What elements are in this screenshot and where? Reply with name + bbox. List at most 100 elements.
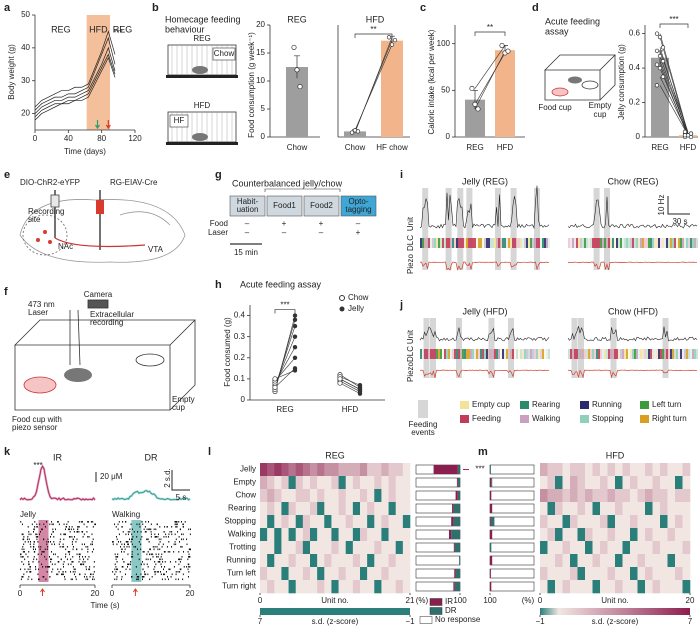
- spike: [121, 526, 123, 528]
- dlc-tick: [680, 349, 682, 359]
- spike: [153, 568, 155, 571]
- spike: [180, 521, 182, 523]
- schematic-label: VTA: [148, 245, 164, 254]
- spike: [58, 571, 60, 573]
- dlc-tick: [634, 238, 636, 248]
- spike: [139, 526, 141, 528]
- heat-cell: [630, 502, 638, 516]
- dlc-tick: [668, 238, 670, 248]
- pair-line: [474, 52, 506, 105]
- schematic-label: NAc: [58, 242, 73, 251]
- spike: [121, 551, 123, 553]
- spike: [74, 571, 76, 573]
- spike: [73, 528, 75, 531]
- heat-cell: [615, 502, 623, 516]
- schematic-label: recording: [90, 318, 123, 327]
- spike: [149, 528, 151, 531]
- heat-cell: [622, 463, 631, 477]
- spike: [30, 571, 32, 573]
- chart-title: HFD: [366, 14, 385, 24]
- spike: [131, 576, 133, 578]
- dlc-tick: [504, 349, 506, 359]
- heat-cell: [570, 489, 578, 503]
- error-bar: [294, 55, 300, 79]
- dlc-tick: [444, 238, 446, 248]
- sig-bracket: [659, 23, 689, 28]
- heat-cell: [660, 489, 668, 503]
- spike: [59, 546, 61, 548]
- spike: [145, 531, 147, 533]
- spike: [125, 568, 127, 571]
- response-trace: [19, 465, 96, 501]
- spike: [91, 543, 93, 546]
- spike: [51, 558, 53, 561]
- dlc-tick: [490, 238, 492, 248]
- spike: [175, 578, 177, 581]
- spike: [161, 553, 163, 556]
- panel-title: assay: [545, 26, 569, 36]
- dlc-tick: [584, 349, 586, 359]
- heat-cell: [622, 528, 631, 542]
- feeding-event: [610, 318, 617, 378]
- dlc-tick: [472, 238, 474, 248]
- bar-frame: [489, 568, 535, 579]
- x-tick-label: 0: [258, 596, 263, 605]
- spike: [76, 531, 78, 533]
- heat-cell: [295, 489, 304, 503]
- dlc-tick: [520, 349, 522, 359]
- spike: [88, 536, 90, 538]
- spike: [71, 536, 73, 538]
- dlc-tick: [636, 349, 638, 359]
- ir-bar: [454, 569, 456, 578]
- heat-cell: [682, 489, 691, 503]
- spike: [34, 548, 36, 551]
- bar-frame: [489, 581, 535, 592]
- weight-line: [34, 36, 116, 111]
- heat-cell: [331, 580, 339, 594]
- heat-cell: [345, 554, 354, 568]
- spike: [87, 521, 89, 523]
- spike: [129, 528, 131, 531]
- heat-cell: [570, 463, 578, 477]
- dlc-tick: [426, 238, 428, 248]
- spike: [175, 571, 177, 573]
- dlc-tick: [598, 349, 600, 359]
- dlc-tick: [518, 238, 520, 248]
- dlc-tick: [430, 349, 432, 359]
- spike: [47, 566, 49, 568]
- x-axis-label: Time (days): [64, 147, 106, 156]
- x-tick-label: 20: [91, 589, 100, 598]
- heat-cell: [310, 502, 318, 516]
- time-marker: [95, 120, 100, 130]
- heat-cell: [288, 528, 297, 542]
- food-box: [169, 114, 189, 128]
- dlc-tick: [620, 238, 622, 248]
- heat-cell: [310, 489, 318, 503]
- colorbar-tick-label: −1: [405, 617, 415, 626]
- panel-letter: e: [4, 169, 10, 181]
- schematic-label: Empty: [172, 395, 195, 404]
- jelly-point: [292, 355, 298, 360]
- dlc-tick: [440, 349, 442, 359]
- dlc-tick: [582, 349, 584, 359]
- spike: [91, 578, 93, 581]
- heat-cell: [682, 502, 691, 516]
- spike: [141, 561, 143, 563]
- legend-marker: [339, 295, 345, 301]
- dlc-tick: [460, 349, 462, 359]
- heat-cell: [570, 528, 578, 542]
- spike: [158, 561, 160, 563]
- dlc-tick: [628, 238, 630, 248]
- scale-label: 2 s.d.: [163, 468, 172, 488]
- dlc-tick: [618, 238, 620, 248]
- dlc-tick: [648, 349, 650, 359]
- spike: [71, 541, 73, 543]
- dlc-tick: [542, 349, 544, 359]
- spike: [138, 523, 140, 526]
- spike: [53, 536, 55, 538]
- heat-cell: [267, 463, 275, 477]
- mouse: [192, 133, 208, 141]
- legend-label: Walking: [532, 414, 560, 423]
- data-point: [657, 65, 663, 71]
- spike: [144, 531, 146, 533]
